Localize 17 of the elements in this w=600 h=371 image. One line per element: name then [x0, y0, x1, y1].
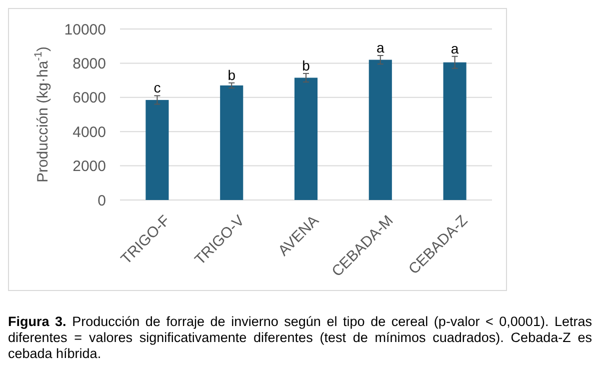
annotation: a [450, 40, 459, 56]
annotation: b [302, 57, 310, 74]
bar [220, 85, 244, 200]
y-tick-label: 8000 [72, 55, 106, 72]
y-tick-label: 4000 [72, 124, 106, 141]
y-tick-label: 10000 [64, 21, 106, 38]
text: Figura 3. Producción de forraje de invierno según el tipo de cereal (p-valor < 0,0001). Letras diferentes = valores significativamente diferentes (test de mínimos cuadrados). Cebada-Z es cebada híbrida. [8, 314, 592, 362]
bar [294, 78, 318, 200]
bar [368, 60, 392, 200]
annotation: a [376, 40, 384, 56]
annotation: c [154, 80, 161, 96]
y-tick-label: 2000 [72, 158, 106, 176]
y-tick-label: 6000 [72, 90, 106, 107]
y-tick-label: 0 [98, 192, 106, 210]
bar [443, 62, 466, 200]
bar [146, 100, 169, 200]
annotation: b [228, 66, 236, 83]
